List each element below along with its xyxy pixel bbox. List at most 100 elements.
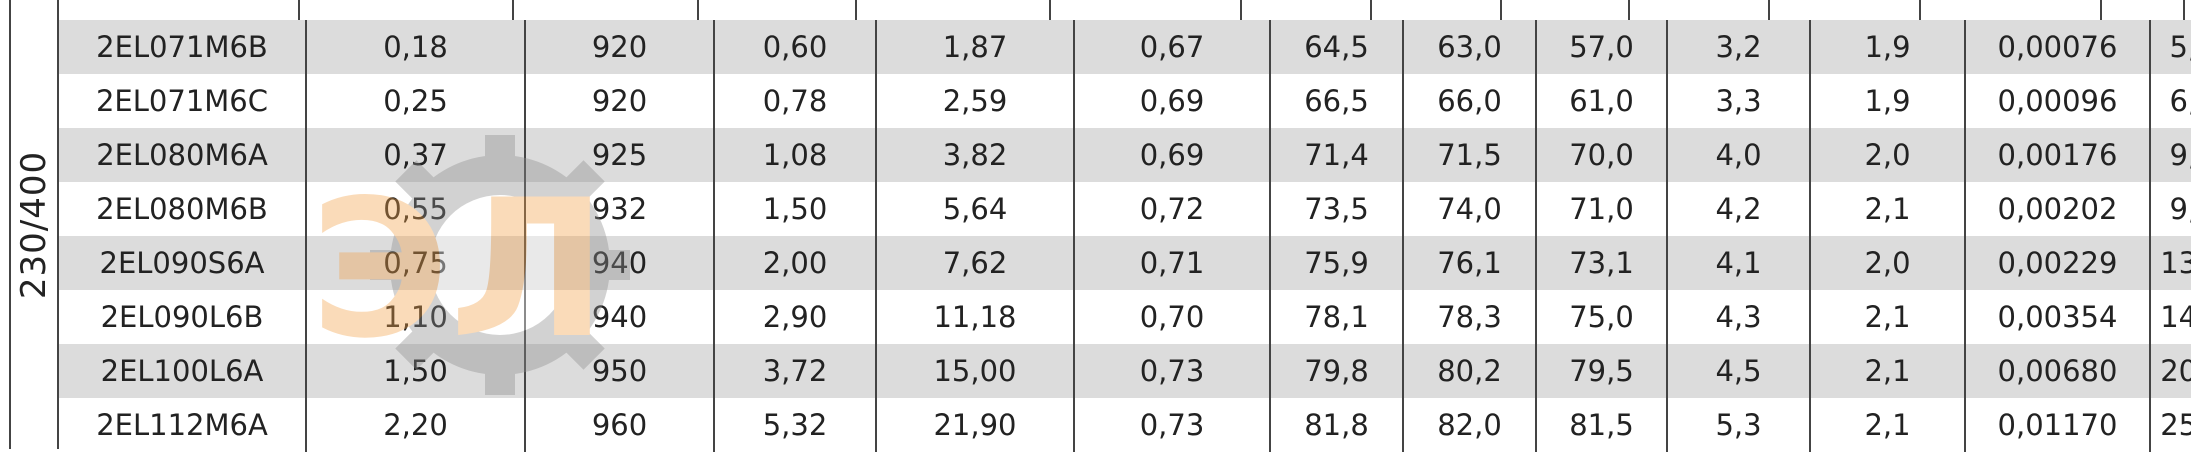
table-cell: 0,00354 (1965, 290, 2151, 344)
table-cell: 4,0 (1667, 128, 1811, 182)
table-cell: 0,75 (306, 236, 526, 290)
table-cell: 0,73 (1074, 398, 1271, 452)
table-cell: 1,50 (714, 182, 877, 236)
table-cell: 1,10 (306, 290, 526, 344)
table-cell: 20,2 (2150, 344, 2191, 398)
table-cell: 3,72 (714, 344, 877, 398)
table-cell: 11,18 (876, 290, 1075, 344)
table-row: 2EL090S6A 0,75 940 2,00 7,62 0,71 75,9 7… (59, 236, 2191, 290)
table-cell: 15,00 (876, 344, 1075, 398)
table-cell: 0,55 (306, 182, 526, 236)
table-cell: 78,3 (1403, 290, 1537, 344)
table-cell: 5,3 (1667, 398, 1811, 452)
table-cell: 0,73 (1074, 344, 1271, 398)
table-cell: 3,2 (1667, 20, 1811, 74)
table-cell: 1,9 (1810, 20, 1966, 74)
table-cell: 2,20 (306, 398, 526, 452)
table-cell: 61,0 (1536, 74, 1668, 128)
table-cell: 1,87 (876, 20, 1075, 74)
table-cell: 940 (525, 236, 715, 290)
table-cell: 6,6 (2150, 74, 2191, 128)
table-row: 2EL071M6C 0,25 920 0,78 2,59 0,69 66,5 6… (59, 74, 2191, 128)
table-cell: 0,18 (306, 20, 526, 74)
table-cell: 0,25 (306, 74, 526, 128)
table-cell: 70,0 (1536, 128, 1668, 182)
table-cell: 64,5 (1270, 20, 1404, 74)
table-cell: 82,0 (1403, 398, 1537, 452)
table-cell: 2,1 (1810, 290, 1966, 344)
voltage-label: 230/400 (14, 150, 54, 299)
table-cell: 2,59 (876, 74, 1075, 128)
table-cell: 0,70 (1074, 290, 1271, 344)
model-cell: 2EL080M6B (59, 182, 307, 236)
model-cell: 2EL071M6C (59, 74, 307, 128)
table-cell: 2,0 (1810, 236, 1966, 290)
table-cell: 80,2 (1403, 344, 1537, 398)
table-cell: 81,8 (1270, 398, 1404, 452)
table-cell: 5,64 (876, 182, 1075, 236)
table-cell: 0,67 (1074, 20, 1271, 74)
table-cell: 9,9 (2150, 182, 2191, 236)
table-cell: 2,1 (1810, 344, 1966, 398)
model-cell: 2EL080M6A (59, 128, 307, 182)
table-cell: 75,9 (1270, 236, 1404, 290)
model-cell: 2EL090L6B (59, 290, 307, 344)
table-cell: 0,69 (1074, 74, 1271, 128)
table-cell: 78,1 (1270, 290, 1404, 344)
table-cell: 2,00 (714, 236, 877, 290)
model-cell: 2EL071M6B (59, 20, 307, 74)
table-cell: 14,8 (2150, 290, 2191, 344)
table-cell: 7,62 (876, 236, 1075, 290)
table-cell: 0,00076 (1965, 20, 2151, 74)
table-cell: 73,5 (1270, 182, 1404, 236)
table-cell: 2,1 (1810, 398, 1966, 452)
voltage-column: 230/400 (9, 0, 59, 449)
table-cell: 950 (525, 344, 715, 398)
table-cell: 66,5 (1270, 74, 1404, 128)
table-cell: 73,1 (1536, 236, 1668, 290)
table-cell: 71,5 (1403, 128, 1537, 182)
table-row: 2EL080M6A 0,37 925 1,08 3,82 0,69 71,4 7… (59, 128, 2191, 182)
spec-table: 2EL071M6B 0,18 920 0,60 1,87 0,67 64,5 6… (59, 20, 2191, 452)
table-cell: 9,1 (2150, 128, 2191, 182)
table-cell: 0,71 (1074, 236, 1271, 290)
model-cell: 2EL090S6A (59, 236, 307, 290)
table-cell: 920 (525, 20, 715, 74)
table-cell: 4,5 (1667, 344, 1811, 398)
table-cell: 0,00096 (1965, 74, 2151, 128)
table-cell: 925 (525, 128, 715, 182)
table-cell: 2,90 (714, 290, 877, 344)
table-cell: 940 (525, 290, 715, 344)
table-cell: 0,69 (1074, 128, 1271, 182)
table-cell: 0,00176 (1965, 128, 2151, 182)
table-top-strip (59, 0, 2185, 20)
table-cell: 0,00202 (1965, 182, 2151, 236)
table-row: 2EL100L6A 1,50 950 3,72 15,00 0,73 79,8 … (59, 344, 2191, 398)
table-cell: 932 (525, 182, 715, 236)
table-cell: 920 (525, 74, 715, 128)
table-cell: 0,00229 (1965, 236, 2151, 290)
table-cell: 75,0 (1536, 290, 1668, 344)
table-cell: 0,00680 (1965, 344, 2151, 398)
table-cell: 4,2 (1667, 182, 1811, 236)
table-cell: 2,1 (1810, 182, 1966, 236)
model-cell: 2EL112M6A (59, 398, 307, 452)
table-row: 2EL090L6B 1,10 940 2,90 11,18 0,70 78,1 … (59, 290, 2191, 344)
table-cell: 0,78 (714, 74, 877, 128)
table-cell: 74,0 (1403, 182, 1537, 236)
table-cell: 63,0 (1403, 20, 1537, 74)
table-cell: 1,08 (714, 128, 877, 182)
table-cell: 960 (525, 398, 715, 452)
table-cell: 0,01170 (1965, 398, 2151, 452)
table-cell: 2,0 (1810, 128, 1966, 182)
table-cell: 66,0 (1403, 74, 1537, 128)
table-cell: 0,72 (1074, 182, 1271, 236)
table-cell: 71,0 (1536, 182, 1668, 236)
table-cell: 57,0 (1536, 20, 1668, 74)
table-cell: 81,5 (1536, 398, 1668, 452)
table-cell: 3,3 (1667, 74, 1811, 128)
table-cell: 0,37 (306, 128, 526, 182)
table-cell: 4,1 (1667, 236, 1811, 290)
table-cell: 5,32 (714, 398, 877, 452)
